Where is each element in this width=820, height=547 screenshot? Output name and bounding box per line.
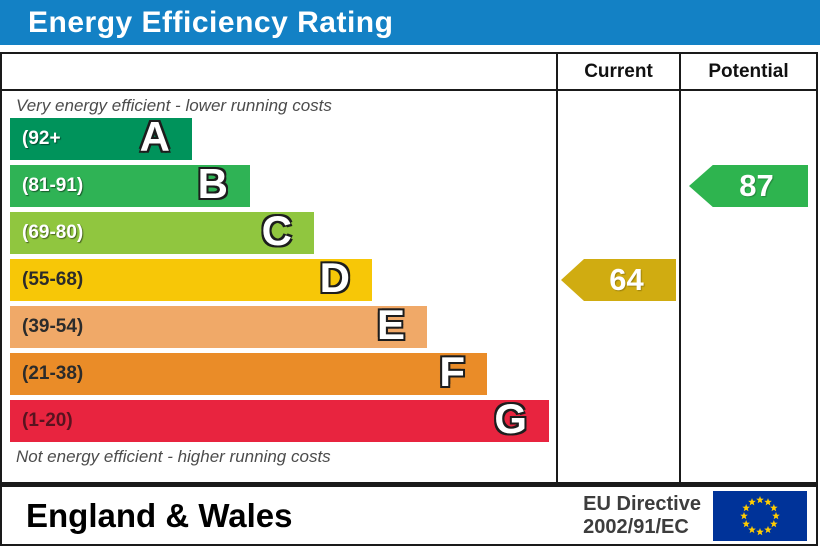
footer-bar: England & Wales EU Directive 2002/91/EC (0, 484, 818, 546)
eu-directive-line1: EU Directive (583, 493, 701, 516)
band-letter: A (139, 113, 170, 161)
top-caption: Very energy efficient - lower running co… (16, 96, 332, 115)
potential-value-cell: 87 (681, 91, 816, 482)
title-bar: Energy Efficiency Rating (0, 0, 820, 45)
potential-rating-arrow: 87 (689, 165, 808, 207)
current-value-cell: 64 (558, 91, 681, 482)
current-rating-arrow: 64 (561, 259, 676, 301)
current-column-header: Current (558, 54, 681, 91)
current-rating-value: 64 (609, 262, 644, 297)
band-c: (69-80) C (10, 207, 314, 254)
bottom-caption: Not energy efficient - higher running co… (16, 447, 331, 466)
band-range-label: (21-38) (22, 363, 84, 384)
band-g: (1-20) G (10, 395, 549, 442)
band-d: (55-68) D (10, 254, 372, 301)
band-a: (92+ A (10, 113, 192, 160)
eu-directive-line2: 2002/91/EC (583, 515, 689, 538)
potential-column-header: Potential (681, 54, 816, 91)
band-letter: E (376, 301, 405, 349)
region-label: England & Wales (26, 496, 293, 534)
chart-header-spacer (2, 54, 558, 91)
band-f: (21-38) F (10, 348, 487, 395)
rating-chart-area: Very energy efficient - lower running co… (2, 91, 558, 482)
band-letter: D (319, 254, 350, 302)
band-e: (39-54) E (10, 301, 427, 348)
band-range-label: (39-54) (22, 316, 84, 337)
rating-scale: (92+ A (81-91) B (69-80) C (55-68) D (39-54) E (21… (2, 113, 556, 442)
band-letter: F (439, 348, 465, 396)
band-range-label: (69-80) (22, 222, 84, 243)
band-letter: B (197, 160, 228, 208)
band-range-label: (92+ (22, 128, 61, 149)
rating-table: Current Potential Very energy efficient … (0, 52, 818, 484)
band-letter: G (494, 395, 527, 443)
eu-directive-label: EU Directive 2002/91/EC (583, 493, 701, 538)
band-range-label: (55-68) (22, 269, 84, 290)
band-range-label: (1-20) (22, 410, 73, 431)
band-range-label: (81-91) (22, 175, 84, 196)
eu-flag-icon (713, 490, 807, 541)
potential-rating-value: 87 (739, 168, 774, 203)
band-letter: C (261, 207, 292, 255)
band-b: (81-91) B (10, 160, 250, 207)
page-title: Energy Efficiency Rating (28, 5, 394, 39)
